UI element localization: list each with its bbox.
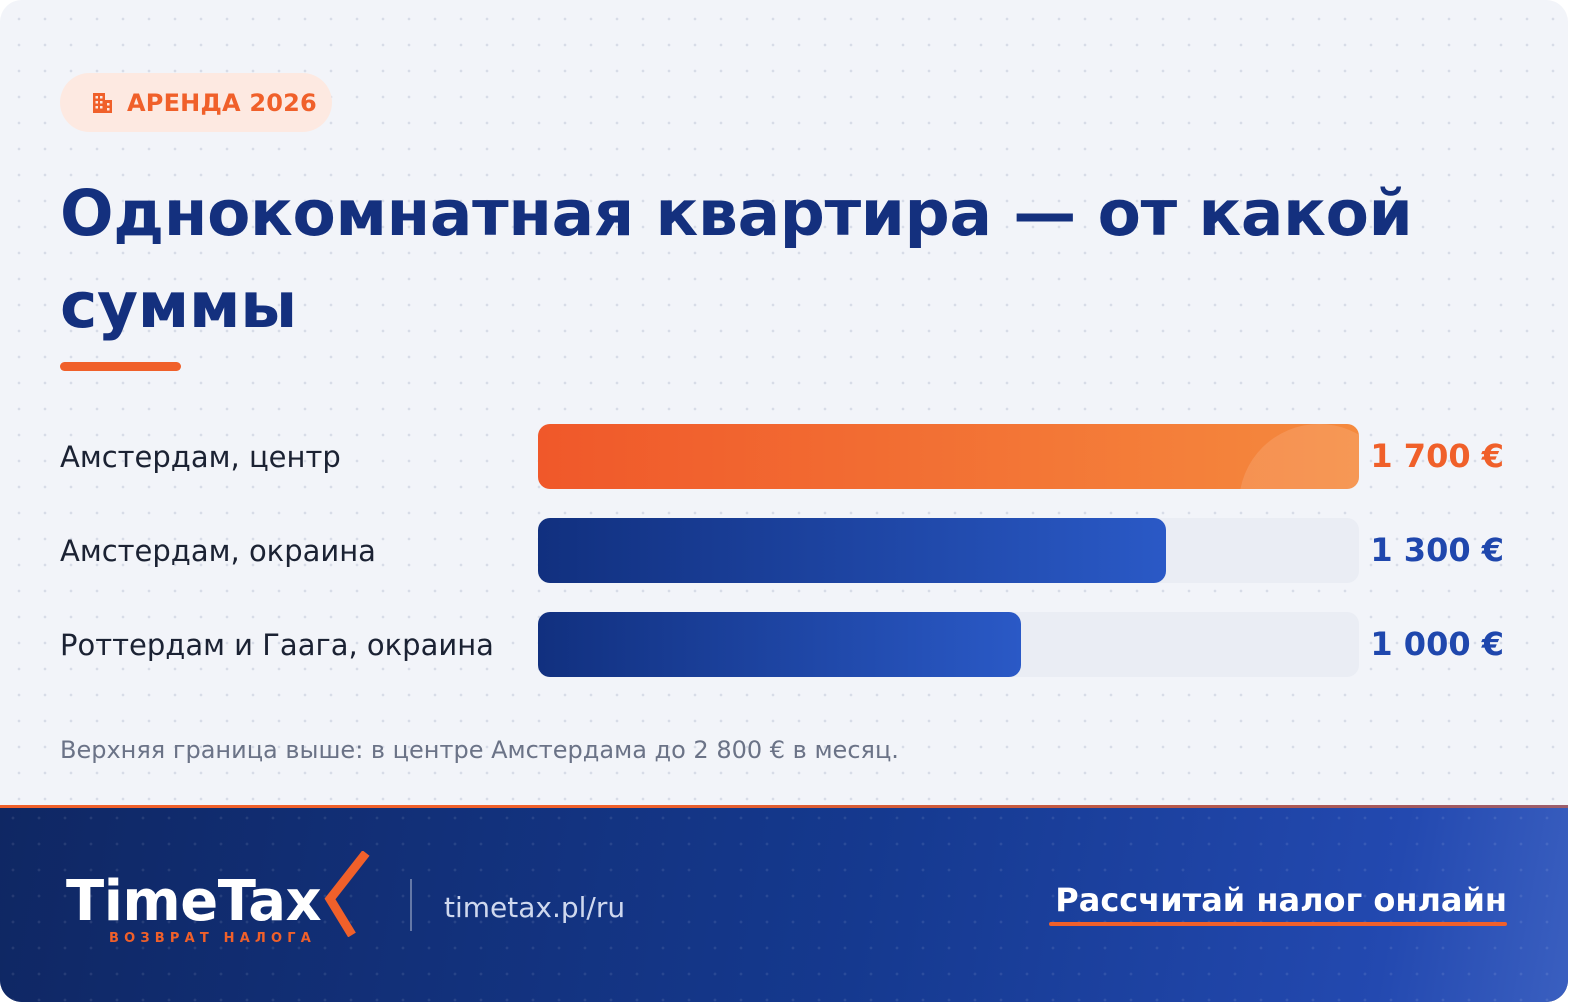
cta-underline — [1049, 922, 1507, 926]
title-underline — [60, 362, 181, 371]
logo: TimeTax — [66, 869, 322, 934]
bar-category-label: Амстердам, окраина — [60, 534, 376, 568]
footnote: Верхняя граница выше: в центре Амстердам… — [60, 736, 899, 764]
building-icon — [93, 92, 112, 113]
bar-category-label: Амстердам, центр — [60, 440, 341, 474]
bar-value-label: 1 700 € — [1370, 437, 1504, 475]
bar — [538, 612, 1021, 677]
logo-chevron-icon — [324, 851, 370, 937]
cta-link[interactable]: Рассчитай налог онлайн — [1055, 881, 1507, 919]
logo-tagline: ВОЗВРАТ НАЛОГА — [109, 931, 317, 946]
rent-bar-chart: Амстердам, центр 1 700 € Амстердам, окраин… — [60, 424, 1504, 677]
footer-accent-line — [0, 805, 1568, 808]
bar-sheen — [1239, 424, 1359, 489]
bar — [538, 518, 1166, 583]
website-link[interactable]: timetax.pl/ru — [444, 891, 626, 924]
bar-category-label: Роттердам и Гаага, окраина — [60, 628, 494, 662]
footer-banner: TimeTax ВОЗВРАТ НАЛОГА timetax.pl/ru Рас… — [0, 805, 1568, 1002]
category-badge: АРЕНДА 2026 — [60, 73, 332, 132]
page-title: Однокомнатная квартира — от какой суммы — [60, 177, 1413, 342]
bar — [538, 424, 1359, 489]
footer-divider — [410, 879, 412, 931]
badge-label: АРЕНДА 2026 — [127, 88, 317, 117]
bar-value-label: 1 300 € — [1370, 531, 1504, 569]
bar-value-label: 1 000 € — [1370, 625, 1504, 663]
